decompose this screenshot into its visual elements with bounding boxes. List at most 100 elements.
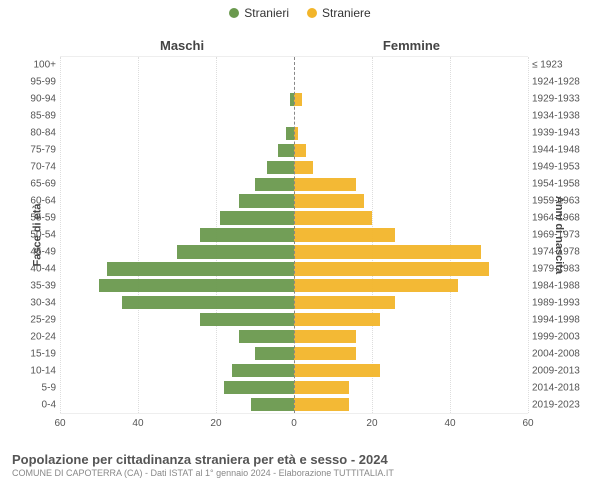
column-title-female: Femmine [383, 38, 440, 53]
age-label: 50-54 [16, 230, 56, 241]
male-bar [255, 347, 294, 360]
male-half [60, 125, 294, 142]
legend-swatch-female [307, 8, 317, 18]
birth-year-label: 1939-1943 [532, 128, 588, 139]
birth-year-label: 2019-2023 [532, 399, 588, 410]
legend-item-female: Straniere [307, 6, 371, 20]
male-bar [255, 178, 294, 191]
age-label: 15-19 [16, 348, 56, 359]
age-label: 100+ [16, 60, 56, 71]
female-bar [294, 262, 489, 275]
male-bar [224, 381, 294, 394]
x-axis: 6040200204060 [60, 418, 528, 432]
female-half [294, 142, 528, 159]
pyramid-row: 50-541969-1973 [60, 227, 528, 244]
male-bar [200, 313, 294, 326]
female-bar [294, 127, 298, 140]
chart-container: Maschi Femmine Fasce di età Anni di nasc… [0, 20, 600, 450]
pyramid-row: 5-92014-2018 [60, 379, 528, 396]
male-half [60, 243, 294, 260]
age-label: 55-59 [16, 213, 56, 224]
female-half [294, 227, 528, 244]
legend-swatch-male [229, 8, 239, 18]
female-half [294, 328, 528, 345]
male-half [60, 176, 294, 193]
age-label: 70-74 [16, 162, 56, 173]
female-bar [294, 398, 349, 411]
birth-year-label: 1999-2003 [532, 331, 588, 342]
female-bar [294, 161, 313, 174]
pyramid-row: 45-491974-1978 [60, 243, 528, 260]
x-tick-label: 20 [366, 418, 377, 429]
male-bar [220, 211, 294, 224]
x-tick-label: 20 [210, 418, 221, 429]
birth-year-label: 1944-1948 [532, 145, 588, 156]
chart-footer: Popolazione per cittadinanza straniera p… [0, 452, 600, 482]
male-half [60, 396, 294, 413]
female-half [294, 311, 528, 328]
birth-year-label: 1989-1993 [532, 297, 588, 308]
birth-year-label: 1954-1958 [532, 179, 588, 190]
x-tick-label: 40 [132, 418, 143, 429]
pyramid-row: 30-341989-1993 [60, 294, 528, 311]
age-label: 35-39 [16, 280, 56, 291]
birth-year-label: 1949-1953 [532, 162, 588, 173]
female-half [294, 243, 528, 260]
pyramid-row: 80-841939-1943 [60, 125, 528, 142]
pyramid-row: 10-142009-2013 [60, 362, 528, 379]
footer-title: Popolazione per cittadinanza straniera p… [12, 452, 590, 467]
x-tick-label: 60 [522, 418, 533, 429]
age-label: 10-14 [16, 365, 56, 376]
female-bar [294, 296, 395, 309]
pyramid-row: 75-791944-1948 [60, 142, 528, 159]
footer-subtitle: COMUNE DI CAPOTERRA (CA) - Dati ISTAT al… [12, 468, 590, 478]
male-bar [239, 194, 294, 207]
age-label: 40-44 [16, 263, 56, 274]
age-label: 20-24 [16, 331, 56, 342]
male-bar [99, 279, 294, 292]
female-bar [294, 194, 364, 207]
female-half [294, 294, 528, 311]
female-bar [294, 144, 306, 157]
female-bar [294, 381, 349, 394]
pyramid-rows: 100+≤ 192395-991924-192890-941929-193385… [60, 57, 528, 413]
male-bar [267, 161, 294, 174]
age-label: 95-99 [16, 77, 56, 88]
pyramid-row: 95-991924-1928 [60, 74, 528, 91]
female-half [294, 362, 528, 379]
birth-year-label: 1929-1933 [532, 94, 588, 105]
female-bar [294, 178, 356, 191]
female-bar [294, 330, 356, 343]
female-half [294, 176, 528, 193]
pyramid-row: 0-42019-2023 [60, 396, 528, 413]
birth-year-label: 1974-1978 [532, 246, 588, 257]
female-bar [294, 211, 372, 224]
female-half [294, 210, 528, 227]
birth-year-label: 2004-2008 [532, 348, 588, 359]
pyramid-row: 100+≤ 1923 [60, 57, 528, 74]
x-tick-label: 0 [291, 418, 297, 429]
female-bar [294, 313, 380, 326]
birth-year-label: 1994-1998 [532, 314, 588, 325]
male-half [60, 379, 294, 396]
female-bar [294, 93, 302, 106]
female-bar [294, 245, 481, 258]
male-half [60, 159, 294, 176]
age-label: 45-49 [16, 246, 56, 257]
pyramid-row: 55-591964-1968 [60, 210, 528, 227]
female-half [294, 74, 528, 91]
male-bar [239, 330, 294, 343]
male-half [60, 345, 294, 362]
female-half [294, 91, 528, 108]
pyramid-row: 40-441979-1983 [60, 260, 528, 277]
pyramid-row: 70-741949-1953 [60, 159, 528, 176]
male-half [60, 74, 294, 91]
male-half [60, 193, 294, 210]
male-half [60, 328, 294, 345]
male-bar [107, 262, 294, 275]
female-half [294, 125, 528, 142]
female-half [294, 260, 528, 277]
age-label: 5-9 [16, 382, 56, 393]
age-label: 60-64 [16, 196, 56, 207]
birth-year-label: ≤ 1923 [532, 60, 588, 71]
